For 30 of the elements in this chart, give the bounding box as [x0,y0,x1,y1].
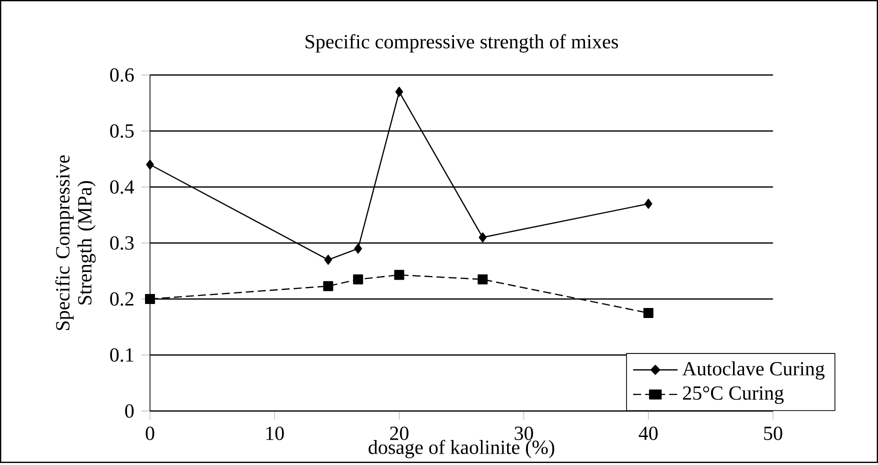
point [353,274,364,284]
y-tick-label: 0.5 [110,124,134,138]
point [644,198,652,209]
y-axis-title: Specific Compressive Strength (MPa) [55,155,96,330]
x-tick-label: 30 [514,426,534,440]
point [323,281,334,292]
point [394,270,404,280]
point [643,308,654,318]
x-tick-label: 40 [638,426,658,440]
x-tick-label: 0 [146,426,154,440]
y-tick-label: 0.3 [110,236,134,250]
y-tick-label: 0.4 [110,180,134,194]
legend-label: 25°C Curing [683,386,784,404]
point [478,232,487,242]
x-axis-title: dosage of kaolinite (%) [368,440,554,458]
y-tick-label: 0.1 [110,348,134,362]
y-tick-label: 0.6 [110,68,134,82]
point [146,160,154,170]
legend-label: Autoclave Curing [682,361,825,380]
point [478,274,488,284]
point [354,244,362,254]
x-tick-label: 50 [764,426,782,440]
point [324,254,332,265]
point [145,294,155,304]
chart-title: Specific compressive strength of mixes [306,34,618,53]
point [395,86,404,97]
y-tick-label: 0.2 [110,292,134,306]
x-tick-label: 20 [390,426,408,440]
y-tick-label: 0 [125,404,134,418]
x-tick-label: 10 [266,426,284,440]
